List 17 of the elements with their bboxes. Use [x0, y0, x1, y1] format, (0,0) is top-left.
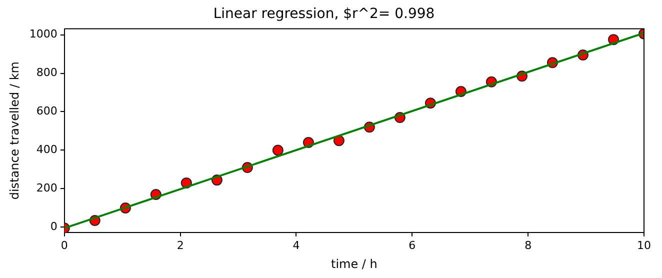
chart-title: Linear regression, $r^2= 0.998 — [213, 6, 435, 22]
y-tick-label: 0 — [50, 220, 58, 234]
x-tick-label: 8 — [524, 238, 532, 252]
x-tick-label: 2 — [176, 238, 184, 252]
x-axis-title: time / h — [331, 256, 378, 271]
x-tick-label: 10 — [637, 238, 651, 252]
x-tick-label: 4 — [292, 238, 300, 252]
point — [333, 135, 344, 146]
y-axis-title: distance travelled / km — [7, 62, 22, 200]
x-tick-label: 6 — [408, 238, 416, 252]
y-tick-label: 200 — [36, 182, 58, 195]
point — [272, 144, 284, 156]
x-tick-label: 0 — [60, 238, 68, 252]
y-tick-label: 1000 — [29, 28, 58, 41]
y-tick-label: 400 — [36, 143, 58, 156]
y-tick-label: 600 — [36, 104, 58, 118]
y-tick-label: 800 — [36, 66, 58, 80]
